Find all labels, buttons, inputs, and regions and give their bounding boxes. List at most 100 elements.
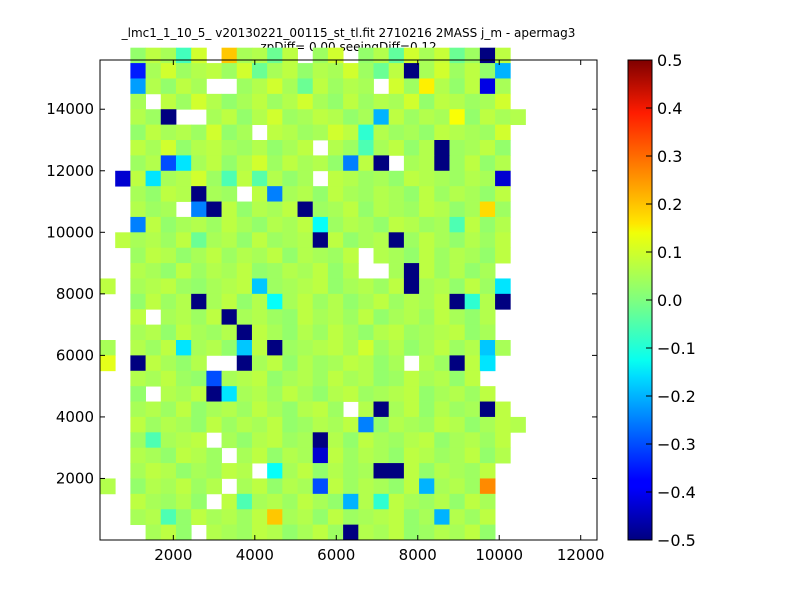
heatmap-cell: [464, 416, 481, 433]
heatmap-cell: [419, 109, 435, 126]
heatmap-cell: [373, 478, 390, 495]
heatmap-cell: [419, 93, 435, 110]
x-axis: 2000 4000 6000 8000 10000 12000: [154, 60, 605, 564]
heatmap-cell: [160, 216, 177, 233]
heatmap-cell: [267, 232, 283, 249]
heatmap-cell: [221, 416, 238, 433]
heatmap-cell: [191, 263, 207, 279]
heatmap-cell: [479, 63, 496, 79]
heatmap-cell: [191, 78, 207, 95]
heatmap-cell: [388, 416, 405, 433]
heatmap-cell: [434, 509, 450, 526]
heatmap-cell: [282, 432, 298, 449]
heatmap-cell: [282, 93, 298, 110]
heatmap-cell: [464, 216, 481, 233]
heatmap-cell: [312, 247, 329, 264]
plot-frame: [99, 59, 598, 541]
heatmap-cell: [191, 216, 207, 233]
heatmap-cell: [221, 63, 238, 79]
heatmap-cell: [267, 463, 283, 479]
heatmap-cell: [206, 524, 222, 541]
heatmap-cell: [495, 278, 511, 295]
heatmap-cell: [236, 216, 253, 233]
heatmap-cell: [175, 386, 192, 402]
heatmap-cell: [251, 478, 268, 495]
heatmap-cell: [236, 63, 253, 79]
heatmap-cell: [343, 309, 359, 326]
heatmap-cell: [206, 340, 222, 356]
heatmap-cell: [479, 247, 496, 264]
heatmap-cell: [403, 63, 420, 79]
heatmap-cell: [388, 216, 405, 233]
heatmap-cell: [403, 293, 420, 310]
heatmap-cell: [403, 509, 420, 526]
heatmap-cell: [419, 293, 435, 310]
heatmap-cell: [282, 278, 298, 295]
heatmap-cell: [479, 78, 496, 95]
heatmap-cell: [191, 155, 207, 172]
heatmap-cell: [479, 93, 496, 110]
heatmap-cell: [343, 340, 359, 356]
heatmap-cell: [449, 278, 466, 295]
heatmap-cell: [343, 509, 359, 526]
heatmap-cell: [145, 140, 162, 156]
heatmap-cell: [419, 201, 435, 218]
heatmap-cell: [206, 401, 222, 418]
heatmap-cell: [282, 386, 298, 402]
heatmap-cell: [343, 278, 359, 295]
heatmap-cell: [373, 47, 390, 64]
heatmap-cell: [464, 401, 481, 418]
heatmap-cell: [327, 524, 344, 541]
heatmap-cell: [191, 201, 207, 218]
heatmap-cell: [403, 478, 420, 495]
heatmap-cell: [282, 447, 298, 464]
heatmap-cell: [282, 109, 298, 126]
heatmap-cell: [236, 124, 253, 141]
heatmap-cell: [267, 355, 283, 372]
heatmap-cell: [206, 186, 222, 202]
heatmap-cell: [191, 432, 207, 449]
heatmap-cell: [175, 524, 192, 541]
heatmap-cell: [464, 432, 481, 449]
heatmap-cell: [358, 463, 374, 479]
heatmap-cell: [373, 432, 390, 449]
heatmap-cell: [130, 109, 146, 126]
heatmap-cell: [479, 478, 496, 495]
heatmap-cell: [358, 278, 374, 295]
heatmap-cell: [388, 201, 405, 218]
heatmap-cell: [267, 247, 283, 264]
heatmap-cell: [145, 263, 162, 279]
heatmap-cell: [221, 232, 238, 249]
heatmap-cell: [495, 201, 511, 218]
heatmap-cell: [388, 447, 405, 464]
heatmap-cell: [358, 47, 374, 64]
heatmap-cell: [388, 509, 405, 526]
heatmap-cell: [191, 93, 207, 110]
heatmap-cell: [419, 63, 435, 79]
heatmap-cell: [251, 63, 268, 79]
heatmap-cell: [145, 509, 162, 526]
heatmap-cell: [175, 47, 192, 64]
heatmap-cell: [434, 524, 450, 541]
heatmap-cell: [373, 170, 390, 187]
heatmap-cell: [388, 386, 405, 402]
heatmap-cell: [191, 186, 207, 202]
heatmap-cell: [191, 355, 207, 372]
heatmap-cell: [312, 124, 329, 141]
x-tick-label: 8000: [399, 546, 437, 564]
heatmap-cell: [495, 124, 511, 141]
heatmap-cell: [434, 386, 450, 402]
heatmap-cell: [130, 509, 146, 526]
heatmap-cell: [221, 278, 238, 295]
heatmap-cell: [343, 432, 359, 449]
heatmap-cell: [297, 140, 314, 156]
heatmap-cell: [479, 124, 496, 141]
heatmap-cell: [236, 524, 253, 541]
heatmap-cell: [160, 109, 177, 126]
heatmap-cell: [221, 140, 238, 156]
heatmap-cell: [434, 324, 450, 341]
heatmap-cell: [297, 293, 314, 310]
heatmap-cell: [251, 47, 268, 64]
heatmap-cell: [130, 170, 146, 187]
